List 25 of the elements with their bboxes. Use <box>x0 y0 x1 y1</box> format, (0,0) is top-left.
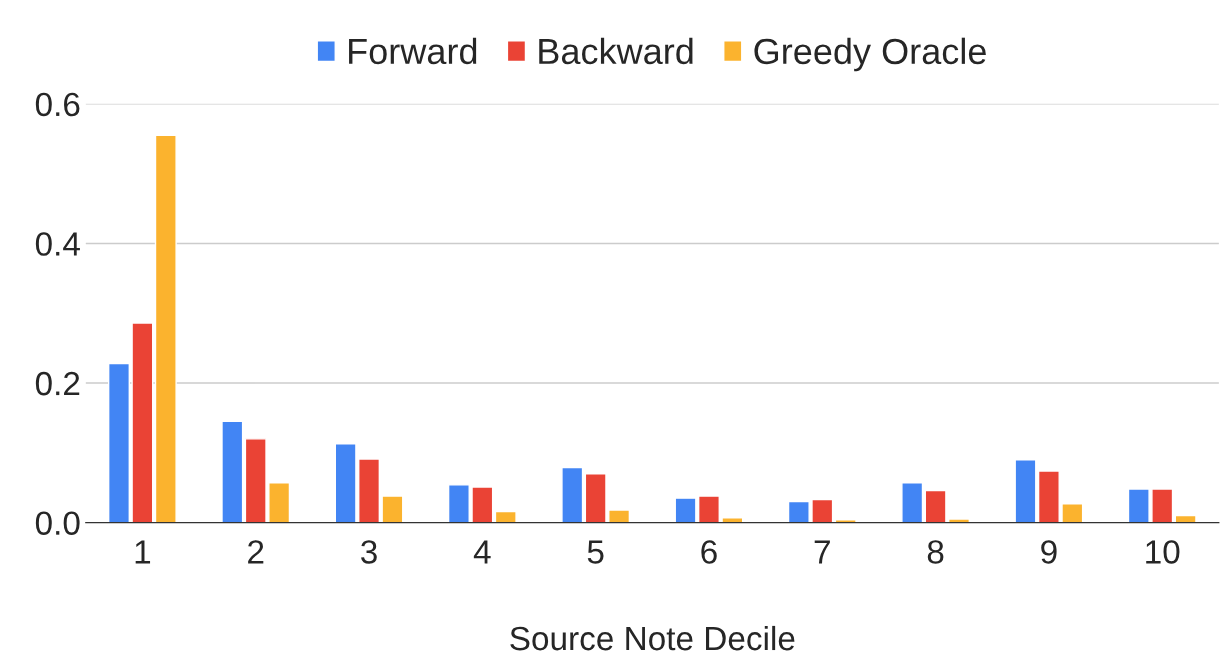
y-tick-label: 0.0 <box>35 511 80 536</box>
x-tick-label: 3 <box>361 540 377 564</box>
x-tick-label: 7 <box>814 540 830 564</box>
x-tick-label: 6 <box>701 540 717 564</box>
bar <box>221 420 244 523</box>
bar <box>901 482 924 523</box>
x-tick-label: 4 <box>473 540 491 564</box>
y-tick-label: 0.6 <box>35 92 80 117</box>
bar <box>1174 514 1197 523</box>
legend-label: Greedy Oracle <box>754 37 986 72</box>
bar <box>561 466 584 523</box>
x-axis-title: Source Note Decile <box>510 625 795 651</box>
y-tick-label: 0.4 <box>35 232 80 256</box>
x-tick-label: 8 <box>927 540 944 564</box>
x-tick-label: 2 <box>248 540 264 564</box>
legend-label: Backward <box>539 37 693 65</box>
x-tick-label: 10 <box>1146 540 1180 564</box>
x-tick-label: 9 <box>1041 540 1057 564</box>
x-tick-label: 5 <box>587 540 604 564</box>
bar <box>494 510 517 523</box>
x-tick-label: 1 <box>135 540 151 564</box>
bar <box>1014 459 1037 523</box>
y-tick-label: 0.2 <box>35 371 80 396</box>
bar <box>154 134 177 523</box>
legend-label: Forward <box>349 37 477 65</box>
